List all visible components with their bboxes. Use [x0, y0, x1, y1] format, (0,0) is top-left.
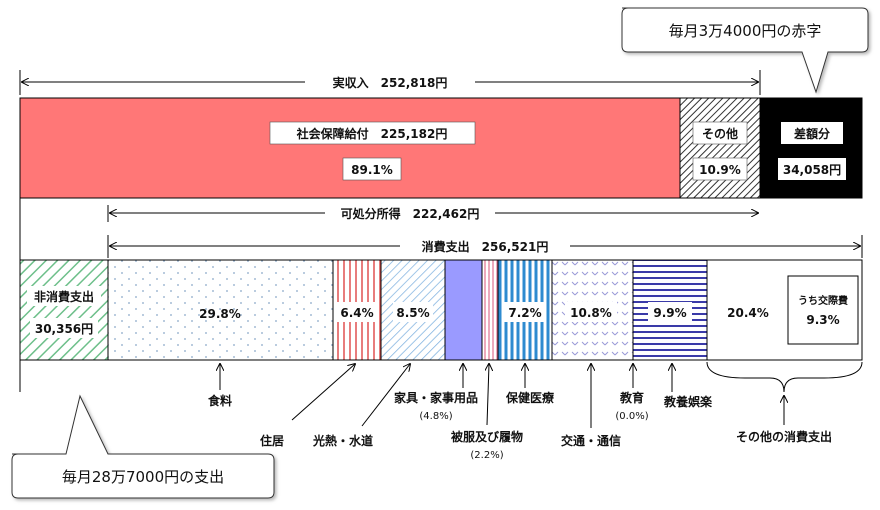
- income-bar: 社会保障給付 225,182円 89.1% その他 10.9% 差額分 34,0…: [19, 97, 863, 199]
- social-security-segment: [19, 97, 681, 199]
- non-consumption-value: 30,356円: [35, 322, 93, 336]
- utilities-pct: 8.5%: [396, 306, 429, 320]
- social-expense-pct: 9.3%: [806, 313, 839, 327]
- social-expense-box: [787, 275, 859, 345]
- education-pct-label: (0.0%): [615, 411, 648, 422]
- actual-income-label: 実収入 252,818円: [333, 75, 448, 90]
- education-label: 教育: [619, 390, 644, 405]
- other-consumption-pct: 20.4%: [727, 306, 769, 320]
- food-segment: [107, 259, 334, 361]
- social-security-pct: 89.1%: [351, 163, 393, 177]
- difference-value: 34,058円: [783, 163, 841, 177]
- recreation-label: 教養娯楽: [663, 394, 713, 409]
- spending-callout: 毎月28万7000円の支出: [11, 394, 275, 499]
- housing-pct: 6.4%: [340, 306, 373, 320]
- clothing-pct-label: (2.2%): [470, 450, 503, 461]
- medical-pct: 7.2%: [508, 306, 541, 320]
- deficit-callout: 毎月3万4000円の赤字: [621, 7, 869, 94]
- housing-label: 住居: [260, 433, 284, 448]
- disposable-income-span: 可処分所得 222,462円: [19, 198, 758, 260]
- furniture-label: 家具・家事用品: [394, 390, 478, 405]
- difference-label: 差額分: [793, 126, 830, 141]
- actual-income-span: 実収入 252,818円: [19, 70, 761, 95]
- disposable-income-label: 可処分所得 222,462円: [341, 206, 480, 221]
- other-income-label: その他: [702, 126, 738, 141]
- deficit-callout-text: 毎月3万4000円の赤字: [669, 22, 822, 40]
- food-label: 食料: [207, 393, 232, 408]
- other-consumption-brace: [706, 361, 863, 393]
- non-consumption-segment: [19, 259, 109, 361]
- furniture-segment: [444, 259, 483, 361]
- consumption-span: 消費支出 256,521円: [107, 235, 863, 258]
- clothing-label: 被服及び履物: [451, 429, 523, 444]
- other-income-segment: [679, 97, 761, 199]
- spending-callout-text: 毎月28万7000円の支出: [62, 468, 224, 486]
- difference-segment: [759, 97, 863, 199]
- transport-label: 交通・通信: [561, 433, 621, 448]
- food-pct: 29.8%: [199, 307, 241, 321]
- medical-label: 保健医療: [505, 390, 554, 405]
- consumption-label: 消費支出 256,521円: [422, 239, 549, 254]
- expense-bar: 非消費支出 30,356円 29.8% 6.4% 8.5% 7.2% 10.8%…: [19, 259, 863, 361]
- utilities-label: 光熱・水道: [312, 433, 373, 448]
- non-consumption-label: 非消費支出: [34, 289, 94, 304]
- other-consumption-label: その他の消費支出: [736, 429, 832, 444]
- clothing-segment: [481, 259, 499, 361]
- other-income-pct: 10.9%: [699, 163, 741, 177]
- recreation-pct: 9.9%: [653, 306, 686, 320]
- category-labels: 食料 住居 光熱・水道 家具・家事用品 (4.8%) 被服及び履物 (2.2%)…: [207, 361, 863, 461]
- furniture-pct-label: (4.8%): [419, 411, 452, 422]
- social-expense-label: うち交際費: [798, 294, 848, 307]
- social-security-label: 社会保障給付 225,182円: [296, 126, 448, 141]
- transport-pct: 10.8%: [570, 306, 612, 320]
